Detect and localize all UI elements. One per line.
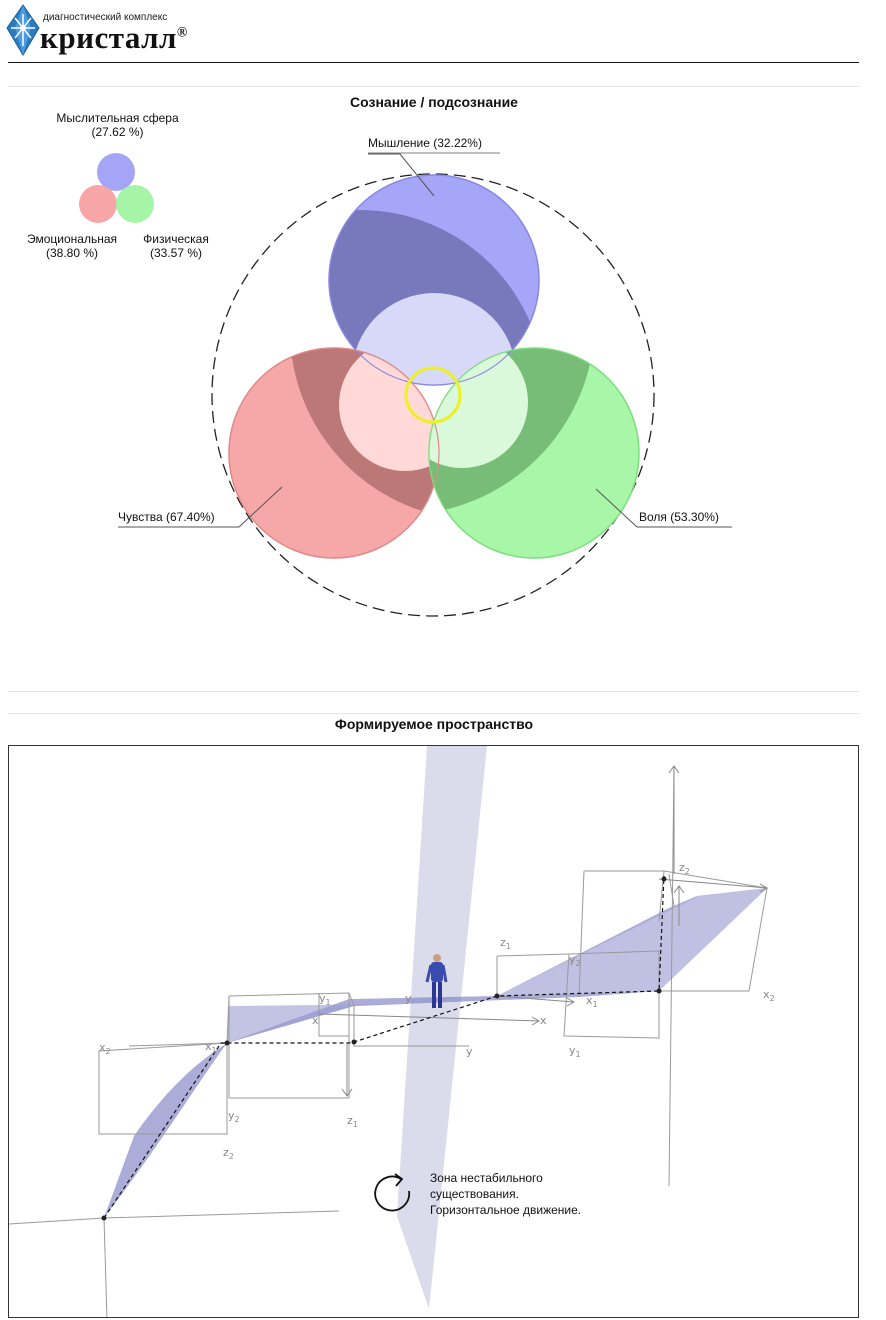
legend-physical-circle [116,185,154,223]
feelings-leader-line [118,486,283,528]
thinking-label: Мышление (32.22%) [368,136,482,150]
svg-text:y2: y2 [569,953,581,968]
legend-emotional-label: Эмоциональная [26,232,118,246]
legend-physical-value: (33.57 %) [149,246,203,260]
header: диагностический комплекс кристалл® [0,0,886,64]
svg-text:x2: x2 [99,1041,111,1056]
svg-text:x1: x1 [586,994,598,1009]
svg-text:y: y [405,992,412,1005]
axis-labels: x2 x1 y2 z2 x y1 z1 y y x z1 y2 x1 y1 z2… [99,861,775,1161]
trajectory-points [101,876,667,1221]
zone-caption: Зона нестабильного существования. Горизо… [430,1170,581,1218]
svg-text:z2: z2 [223,1146,234,1161]
svg-text:x: x [540,1014,547,1027]
venn-diagram [118,152,732,617]
zone-caption-line1: Зона нестабильного [430,1171,543,1185]
svg-text:z2: z2 [679,861,690,876]
legend-circles [79,153,154,223]
space-diagram-frame: x2 x1 y2 z2 x y1 z1 y y x z1 y2 x1 y1 z2… [8,745,859,1318]
center-ring [404,366,462,424]
vertical-plane [397,746,487,1309]
brand-name: кристалл® [40,20,188,56]
legend-emotional: Эмоциональная (38.80 %) [12,232,132,260]
svg-text:x2: x2 [763,988,775,1003]
consciousness-title: Сознание / подсознание [350,94,518,110]
crystal-logo-icon [6,4,40,56]
wireframe-boxes [9,765,768,1317]
section-divider-mid [8,691,859,692]
outer-dashed-circle [211,173,655,617]
feelings-label: Чувства (67.40%) [118,510,215,524]
legend-mental-label: Мыслительная сфера [56,111,179,125]
will-circle [428,347,640,559]
space-diagram: x2 x1 y2 z2 x y1 z1 y y x z1 y2 x1 y1 z2… [9,746,775,1317]
svg-text:x: x [312,1014,319,1027]
legend-emotional-circle [79,185,117,223]
svg-text:y1: y1 [569,1044,581,1059]
brand-subtitle: диагностический комплекс [43,12,168,23]
legend-mental-value: (27.62 %) [91,125,144,139]
svg-text:y1: y1 [319,992,331,1007]
legend-mental-circle [97,153,135,191]
brand-name-text: кристалл [40,20,177,55]
svg-text:z1: z1 [500,936,511,951]
will-label: Воля (53.30%) [639,510,719,524]
zone-caption-line2: существования. [430,1187,519,1201]
svg-text:y2: y2 [228,1109,240,1124]
section-divider-top [8,86,859,87]
legend-physical: Физическая (33.57 %) [126,232,226,260]
will-leader-line [595,488,732,528]
svg-text:y: y [466,1045,473,1058]
thinking-leader-line [368,153,435,197]
legend-emotional-value: (38.80 %) [45,246,99,260]
trajectory-path [103,875,665,1219]
svg-text:x1: x1 [205,1040,217,1055]
legend-physical-label: Физическая [143,232,209,246]
svg-text:z1: z1 [347,1114,358,1129]
section-divider-mid2 [8,713,859,714]
rotation-arrow-icon [374,1173,411,1212]
header-divider [8,62,859,63]
legend-mental: Мыслительная сфера (27.62 %) [30,111,205,139]
zone-caption-line3: Горизонтальное движение. [430,1203,582,1217]
person-figure-icon [425,954,448,1008]
registered-mark: ® [176,25,188,41]
space-title: Формируемое пространство [334,716,534,732]
